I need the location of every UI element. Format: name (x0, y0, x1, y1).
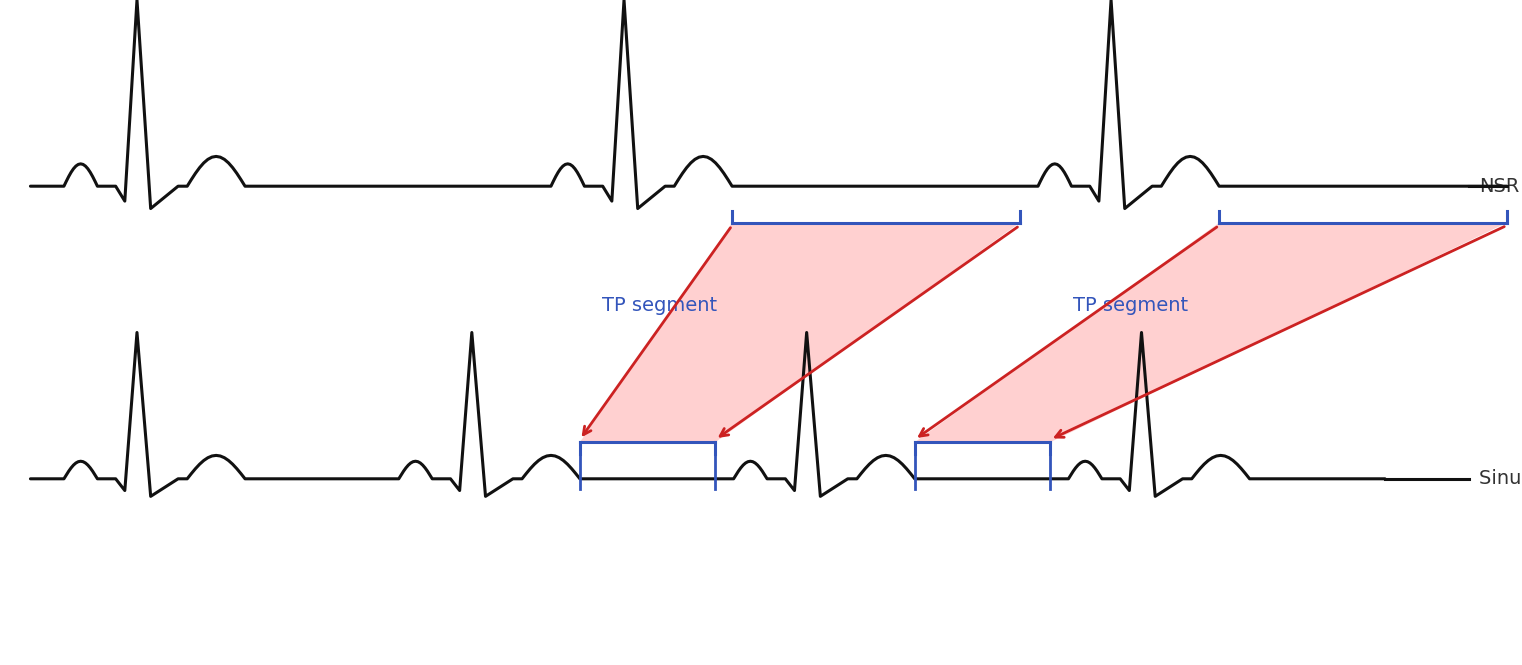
Polygon shape (580, 223, 1020, 442)
Text: TP segment: TP segment (601, 297, 717, 315)
Text: TP segment: TP segment (1073, 297, 1189, 315)
Polygon shape (915, 223, 1507, 442)
Text: Sinus tachycardia: Sinus tachycardia (1479, 469, 1522, 488)
Text: NSR: NSR (1479, 177, 1520, 196)
